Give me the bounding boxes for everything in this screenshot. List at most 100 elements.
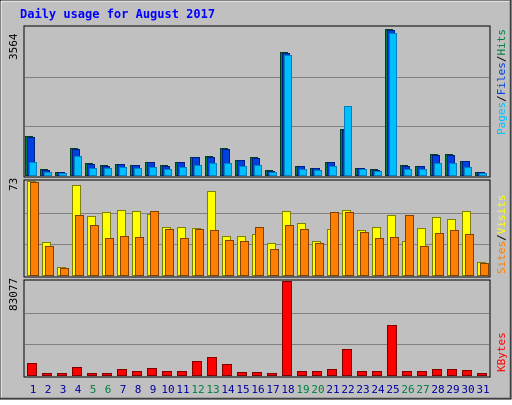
- sites-bar-day-12: [195, 229, 204, 276]
- day-label-9: 9: [150, 383, 157, 396]
- sites-bar-day-3: [60, 268, 69, 276]
- pages-bar-day-11: [179, 167, 187, 176]
- pages-bar-day-6: [104, 168, 112, 176]
- kbytes-bar-day-18: [282, 281, 292, 376]
- pages-bar-day-22: [344, 106, 352, 176]
- pages-bar-day-15: [239, 166, 247, 176]
- kbytes-bar-day-7: [117, 369, 127, 376]
- day-label-20: 20: [311, 383, 324, 396]
- pages-bar-day-21: [329, 166, 337, 176]
- pages-bar-day-10: [164, 169, 172, 176]
- pages-bar-day-9: [149, 167, 157, 176]
- pages-bar-day-29: [449, 163, 457, 176]
- kbytes-bar-day-28: [432, 369, 442, 376]
- sites-bar-day-23: [360, 232, 369, 276]
- hits-y-max-label: 3564: [7, 33, 20, 60]
- day-label-30: 30: [461, 383, 474, 396]
- day-label-11: 11: [176, 383, 189, 396]
- sites-bar-day-18: [285, 225, 294, 276]
- kbytes-bar-day-1: [27, 363, 37, 376]
- pages-bar-day-13: [209, 163, 217, 176]
- sites-bar-day-31: [480, 263, 489, 276]
- kbytes-bar-day-30: [462, 370, 472, 376]
- sites-bar-day-5: [90, 225, 99, 276]
- pages-bar-day-24: [374, 171, 382, 176]
- visits-legend: Sites/Visits: [495, 195, 508, 275]
- day-label-31: 31: [476, 383, 489, 396]
- legend-files: Files: [495, 62, 508, 95]
- pages-bar-day-23: [359, 169, 367, 176]
- day-label-25: 25: [386, 383, 399, 396]
- pages-bar-day-4: [74, 156, 82, 176]
- kbytes-bar-day-5: [87, 373, 97, 376]
- pages-bar-day-14: [224, 163, 232, 176]
- day-label-23: 23: [356, 383, 369, 396]
- pages-bar-day-12: [194, 165, 202, 176]
- pages-bar-day-3: [59, 173, 67, 176]
- kbytes-bar-day-22: [342, 349, 352, 376]
- day-label-22: 22: [341, 383, 354, 396]
- kbytes-bar-day-16: [252, 372, 262, 376]
- kbytes-bar-day-2: [42, 373, 52, 376]
- kbytes-bar-day-12: [192, 361, 202, 376]
- day-label-16: 16: [251, 383, 264, 396]
- kbytes-bar-day-6: [102, 373, 112, 376]
- kbytes-bar-day-21: [327, 369, 337, 376]
- sites-bar-day-10: [165, 229, 174, 276]
- sites-bar-day-26: [405, 215, 414, 276]
- bars: [25, 29, 489, 376]
- kbytes-bar-day-13: [207, 357, 217, 376]
- legend-kbytes: KBytes: [495, 332, 508, 372]
- sites-bar-day-6: [105, 238, 114, 276]
- sites-bar-day-11: [180, 238, 189, 276]
- sites-bar-day-1: [30, 182, 39, 276]
- kbytes-y-max-label: 83077: [7, 278, 20, 311]
- pages-bar-day-8: [134, 168, 142, 176]
- kbytes-bar-day-26: [402, 371, 412, 376]
- day-label-6: 6: [105, 383, 112, 396]
- pages-bar-day-1: [29, 162, 37, 176]
- day-labels: 1 2 3 4 5 6 7 8 9 10 11 12 13 14 15 16 17 18 19 20 21 22 23 24 2…: [30, 383, 490, 396]
- pages-bar-day-5: [89, 168, 97, 176]
- kbytes-bar-day-14: [222, 364, 232, 376]
- sites-bar-day-24: [375, 238, 384, 276]
- kbytes-bar-day-23: [357, 371, 367, 376]
- day-label-13: 13: [206, 383, 219, 396]
- pages-bar-day-16: [254, 165, 262, 176]
- sites-bar-day-20: [315, 243, 324, 276]
- sites-bar-day-13: [210, 230, 219, 276]
- kbytes-bar-day-9: [147, 368, 157, 376]
- legend-pages: Pages: [495, 102, 508, 135]
- day-label-4: 4: [75, 383, 82, 396]
- sites-bar-day-16: [255, 227, 264, 276]
- day-label-7: 7: [120, 383, 127, 396]
- kbytes-bar-day-20: [312, 371, 322, 376]
- pages-bar-day-27: [419, 169, 427, 176]
- day-label-21: 21: [326, 383, 339, 396]
- sites-bar-day-28: [435, 233, 444, 276]
- hits-panel: [23, 25, 491, 178]
- pages-bar-day-26: [404, 169, 412, 176]
- day-label-1: 1: [30, 383, 37, 396]
- sites-bar-day-14: [225, 240, 234, 276]
- day-label-24: 24: [371, 383, 385, 396]
- day-label-5: 5: [90, 383, 97, 396]
- kbytes-bar-day-27: [417, 371, 427, 376]
- kbytes-bar-day-31: [477, 373, 487, 376]
- kbytes-bar-day-15: [237, 372, 247, 376]
- legend-sites: Sites: [495, 241, 508, 274]
- day-label-27: 27: [416, 383, 429, 396]
- pages-bar-day-25: [389, 33, 397, 176]
- kbytes-bar-day-8: [132, 371, 142, 376]
- day-label-28: 28: [431, 383, 444, 396]
- sites-bar-day-17: [270, 249, 279, 276]
- sites-bar-day-25: [390, 237, 399, 276]
- day-label-18: 18: [281, 383, 294, 396]
- sites-bar-day-21: [330, 212, 339, 276]
- sites-bar-day-29: [450, 230, 459, 276]
- kbytes-bar-day-25: [387, 325, 397, 376]
- legend-separator-1: /: [495, 95, 508, 102]
- visits-y-max-label: 73: [7, 178, 20, 191]
- sites-bar-day-8: [135, 237, 144, 276]
